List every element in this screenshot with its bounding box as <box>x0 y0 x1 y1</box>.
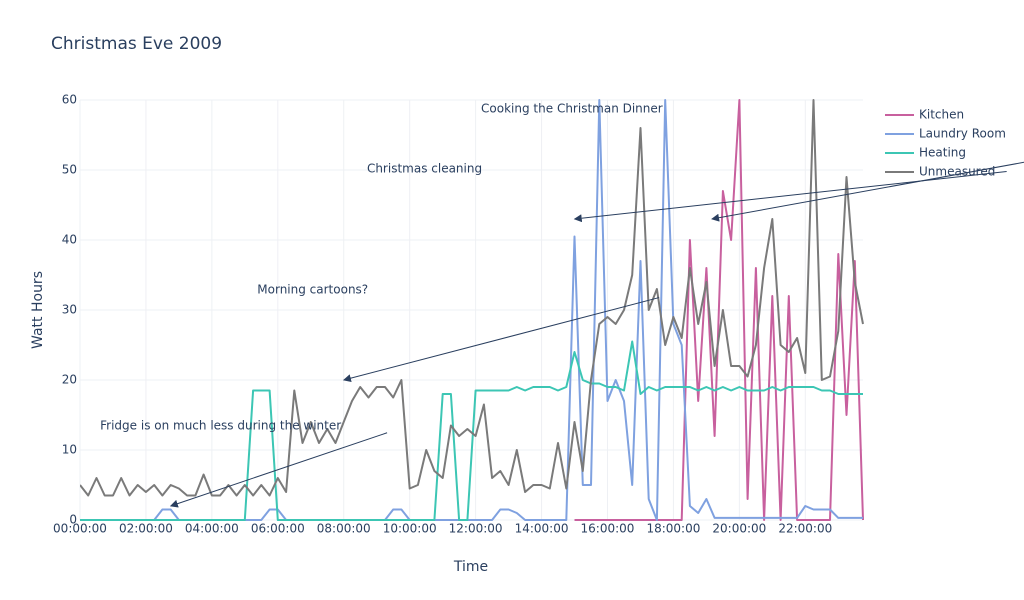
annotation-arrow <box>573 171 1007 223</box>
annotation-text: Fridge is on much less during the winter <box>100 419 341 433</box>
x-tick-label: 18:00:00 <box>646 522 700 536</box>
legend: Kitchen Laundry Room Heating Unmeasured <box>885 108 1006 179</box>
legend-label: Laundry Room <box>919 127 1006 141</box>
y-axis-label: Watt Hours <box>30 271 46 349</box>
x-axis-label: Time <box>453 559 488 575</box>
y-tick-label: 40 <box>62 233 77 247</box>
x-tick-label: 12:00:00 <box>449 522 503 536</box>
x-tick-label: 06:00:00 <box>251 522 305 536</box>
y-tick-label: 10 <box>62 443 77 457</box>
x-tick-label: 08:00:00 <box>317 522 371 536</box>
annotation-arrow <box>342 297 660 383</box>
annotation-text: Christmas cleaning <box>367 162 482 176</box>
chart-title: Christmas Eve 2009 <box>51 34 222 54</box>
x-tick-label: 22:00:00 <box>778 522 832 536</box>
series-line <box>574 99 864 521</box>
x-tick-label: 02:00:00 <box>119 522 173 536</box>
x-tick-label: 00:00:00 <box>53 522 107 536</box>
x-tick-label: 20:00:00 <box>712 522 766 536</box>
legend-label: Kitchen <box>919 108 964 122</box>
annotation-text: Morning cartoons? <box>257 283 368 297</box>
y-tick-label: 60 <box>62 93 77 107</box>
x-tick-label: 04:00:00 <box>185 522 239 536</box>
annotation-text: Cooking the Christman Dinner <box>481 102 663 116</box>
annotations: Fridge is on much less during the winter… <box>100 102 1024 508</box>
y-tick-label: 50 <box>62 163 77 177</box>
y-tick-label: 30 <box>62 303 77 317</box>
y-tick-label: 0 <box>69 513 77 527</box>
grid: 0 10 20 30 40 50 60 00:00:00 02:00:00 04:00:00 06:… <box>53 93 863 536</box>
x-tick-label: 16:00:00 <box>581 522 635 536</box>
annotation-arrow <box>711 161 1024 222</box>
x-tick-label: 14:00:00 <box>515 522 569 536</box>
x-tick-label: 10:00:00 <box>383 522 437 536</box>
series-line <box>80 340 863 521</box>
legend-label: Unmeasured <box>919 165 995 179</box>
annotation-arrow <box>169 432 388 508</box>
legend-label: Heating <box>919 146 966 160</box>
y-tick-label: 20 <box>62 373 77 387</box>
